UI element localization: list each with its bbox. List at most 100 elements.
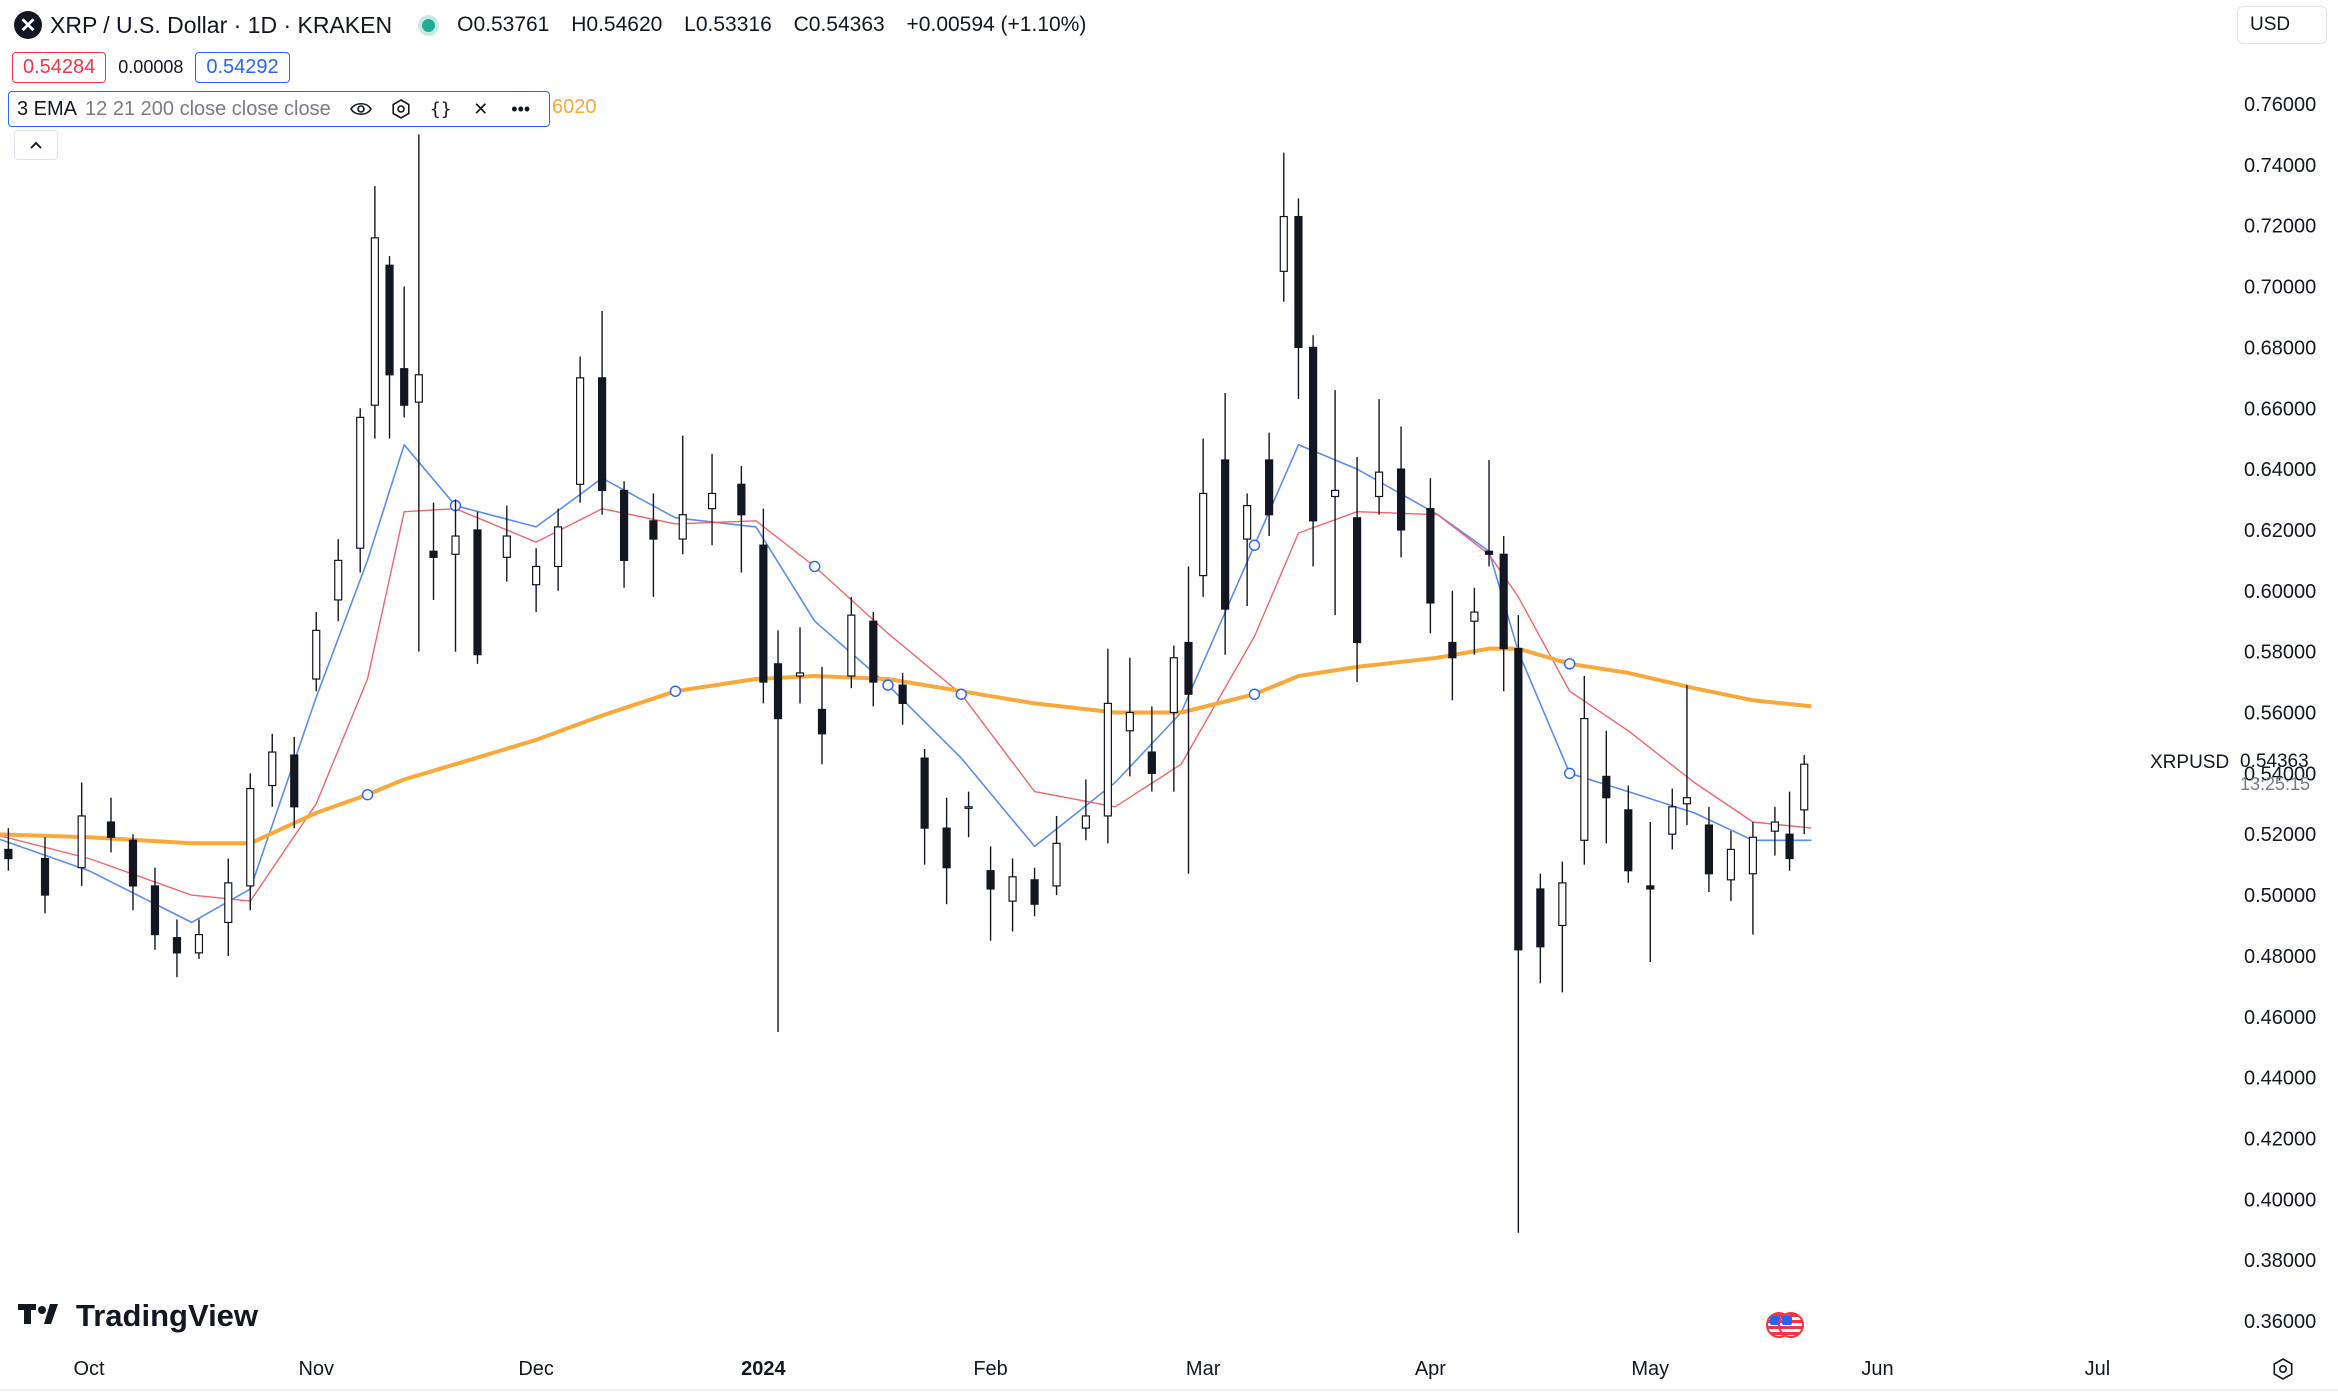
- settings-icon[interactable]: [2272, 1358, 2294, 1386]
- candle: [77, 782, 86, 886]
- candle: [942, 797, 951, 905]
- candle-body-down: [920, 757, 929, 829]
- time-axis[interactable]: Oct Nov Dec 2024 Feb Mar Apr May Jun Jul: [73, 1358, 2110, 1380]
- ema-12-line: [0, 444, 1812, 924]
- bid-ask: 0.54284 0.00008 0.54292: [12, 49, 290, 85]
- candle-body-up: [224, 882, 233, 924]
- price-tick-label: 0.38000: [2244, 1250, 2316, 1272]
- bar-countdown: 13:25:15: [2240, 774, 2311, 794]
- close-icon[interactable]: ✕: [473, 98, 489, 119]
- price-tick-label: 0.40000: [2244, 1189, 2316, 1211]
- candle-body-up: [847, 614, 856, 677]
- more-icon[interactable]: •••: [511, 98, 531, 119]
- ema-point-marker[interactable]: [955, 688, 967, 700]
- candle-body-down: [869, 620, 878, 683]
- candle: [1199, 438, 1208, 597]
- buy-price-button[interactable]: 0.54292: [195, 51, 290, 83]
- candle: [451, 499, 460, 652]
- sell-price-button[interactable]: 0.54284: [12, 51, 107, 83]
- price-tick-label: 0.36000: [2244, 1311, 2316, 1333]
- candle: [1484, 459, 1494, 567]
- price-tick-label: 0.58000: [2244, 642, 2316, 664]
- last-price-symbol: XRPUSD: [2150, 752, 2230, 773]
- symbol-title[interactable]: XRP / U.S. Dollar · 1D · KRAKEN: [50, 11, 393, 38]
- ema-lines: [0, 444, 1812, 924]
- close-value: 0.54363: [808, 13, 885, 36]
- source-code-icon[interactable]: {}: [429, 98, 452, 120]
- currency-selector[interactable]: USD: [2237, 6, 2327, 44]
- xrp-logo-icon[interactable]: ✕: [14, 11, 42, 39]
- candle-body-down: [1704, 824, 1714, 875]
- candle-body-down: [1426, 508, 1435, 604]
- candle-body-down: [4, 848, 13, 860]
- candle-body-down: [898, 684, 907, 704]
- collapse-legend-button[interactable]: [14, 130, 58, 160]
- candle: [795, 627, 805, 704]
- candle-body-up: [268, 751, 277, 787]
- candle-body-up: [1770, 821, 1780, 832]
- ema-point-marker[interactable]: [1563, 767, 1576, 780]
- candle: [1668, 788, 1677, 850]
- candle-body-up: [532, 565, 541, 586]
- market-status-dot[interactable]: [422, 18, 436, 32]
- candle: [1624, 785, 1633, 883]
- economic-events[interactable]: [1766, 1312, 1804, 1338]
- ema-point-marker[interactable]: [361, 788, 374, 801]
- price-axis[interactable]: 0.76000 0.74000 0.72000 0.70000 0.68000 0.660…: [2244, 94, 2316, 1333]
- ema-point-marker[interactable]: [808, 560, 821, 573]
- candle: [847, 596, 856, 689]
- candle-body-down: [40, 857, 50, 896]
- candle: [1499, 536, 1508, 692]
- high-label: H: [571, 13, 587, 36]
- candle: [1558, 861, 1567, 993]
- candle-body-up: [1169, 657, 1178, 714]
- candle-body-up: [576, 377, 585, 485]
- candle-body-down: [1294, 215, 1303, 348]
- candle-body-down: [649, 520, 658, 540]
- candle: [1052, 815, 1061, 896]
- candle-body-up: [194, 934, 204, 954]
- candle: [1514, 615, 1523, 1233]
- candle-body-down: [385, 264, 394, 376]
- tradingview-logo-icon: [18, 1296, 66, 1335]
- candle: [1279, 152, 1288, 302]
- spread-value: 0.00008: [118, 56, 184, 77]
- settings-icon[interactable]: [389, 97, 413, 121]
- candle: [1352, 456, 1362, 683]
- candle: [1800, 755, 1809, 835]
- price-tick-label: 0.54000: [2244, 763, 2316, 785]
- ema-point-marker[interactable]: [1248, 688, 1261, 700]
- candle: [290, 736, 299, 829]
- candle-body-up: [312, 629, 321, 680]
- time-tick-label: Mar: [1186, 1358, 1221, 1380]
- candle-body-down: [759, 544, 768, 683]
- candle: [597, 310, 607, 515]
- candle: [773, 630, 783, 1032]
- ema-point-marker[interactable]: [882, 679, 894, 691]
- candle-body-up: [707, 492, 717, 510]
- indicator-name[interactable]: 3 EMA: [17, 97, 78, 120]
- price-tick-label: 0.50000: [2244, 885, 2316, 907]
- candle-body-up: [334, 559, 343, 601]
- ema-point-marker[interactable]: [1248, 539, 1261, 551]
- candle: [678, 435, 687, 555]
- candle: [334, 539, 343, 622]
- candle-body-up: [1081, 815, 1090, 829]
- candle: [898, 672, 907, 725]
- us-flag-icon[interactable]: [1778, 1312, 1804, 1338]
- candle-body-up: [414, 374, 423, 403]
- tradingview-logo-text: TradingView: [76, 1297, 259, 1333]
- candle: [1243, 493, 1252, 607]
- candle-body-down: [1785, 833, 1794, 860]
- eye-icon[interactable]: [349, 97, 373, 121]
- ema-point-marker[interactable]: [669, 685, 682, 697]
- indicator-legend[interactable]: 3 EMA 12 21 200 close close close {} ✕ •…: [8, 91, 550, 127]
- candle: [194, 919, 204, 959]
- candle: [1008, 858, 1017, 932]
- ema-point-marker[interactable]: [1563, 658, 1576, 670]
- candle: [1125, 657, 1134, 777]
- tradingview-logo[interactable]: TradingView: [18, 1296, 258, 1335]
- candle-body-down: [473, 529, 482, 656]
- candle-body-up: [964, 806, 973, 809]
